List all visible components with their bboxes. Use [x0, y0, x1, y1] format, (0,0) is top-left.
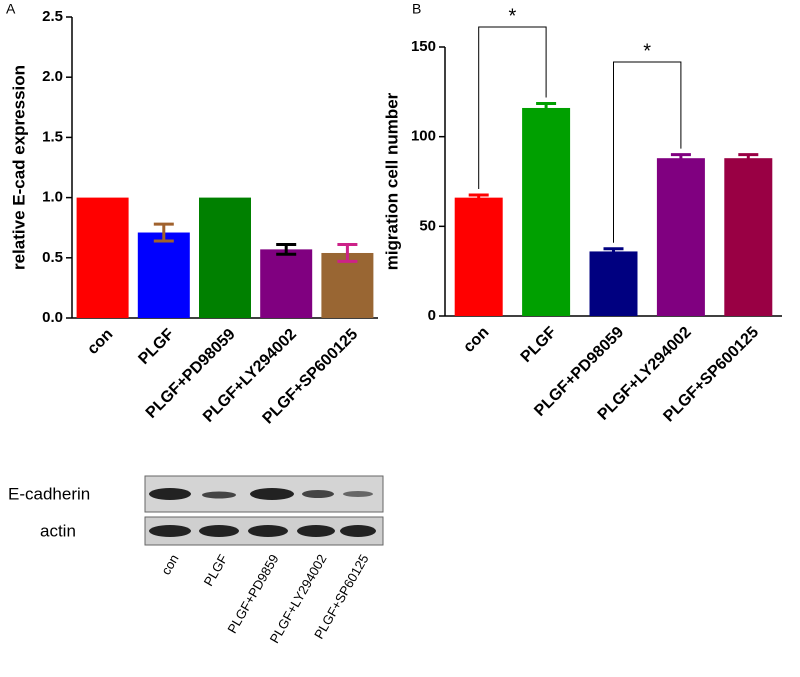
bar [724, 158, 773, 316]
y-tick-label: 0 [428, 307, 436, 324]
significance-bracket [478, 26, 547, 189]
blot-row-label: actin [40, 521, 76, 540]
error-bar [153, 222, 174, 243]
blot-bands [149, 488, 376, 537]
y-axis-label: migration cell number [382, 92, 401, 270]
y-tick-label: 150 [411, 38, 436, 55]
y-tick-label: 2.5 [42, 8, 63, 25]
bar [522, 107, 571, 317]
y-tick-label: 2.0 [42, 68, 63, 85]
error-bar [468, 193, 489, 202]
panel-label: B [412, 1, 421, 17]
significance-bracket [613, 61, 682, 243]
bar [656, 158, 705, 316]
bar [199, 197, 251, 318]
significance-label: * [643, 40, 651, 62]
y-tick-label: 1.5 [42, 128, 63, 145]
significance-label: * [509, 5, 517, 27]
bar [260, 249, 313, 318]
x-tick-label: con [460, 324, 492, 356]
blot-row-label: E-cadherin [8, 484, 90, 503]
error-bar [603, 247, 624, 256]
y-tick-label: 1.0 [42, 189, 63, 206]
error-bar [536, 101, 557, 114]
bar [454, 197, 503, 316]
x-tick-label: PLGF [135, 326, 177, 368]
error-bar [337, 243, 358, 263]
y-tick-label: 0.5 [42, 249, 63, 266]
y-tick-label: 100 [411, 128, 436, 145]
error-bar [276, 243, 297, 256]
bar [321, 252, 374, 318]
bar [589, 251, 638, 316]
y-tick-label: 0.0 [42, 309, 63, 326]
bar [76, 197, 129, 318]
bar [137, 232, 190, 318]
error-bar [738, 153, 759, 164]
blot-lane-label: con [158, 552, 181, 578]
error-bar [670, 153, 691, 164]
y-tick-label: 50 [419, 217, 436, 234]
x-tick-label: con [84, 326, 116, 358]
panel-label: A [6, 1, 16, 17]
blot-lane-label: PLGF [201, 552, 231, 589]
x-tick-label: PLGF [518, 324, 560, 366]
y-axis-label: relative E-cad expression [9, 65, 28, 270]
blot-lane-label: PLGF+PD9859 [224, 552, 281, 636]
